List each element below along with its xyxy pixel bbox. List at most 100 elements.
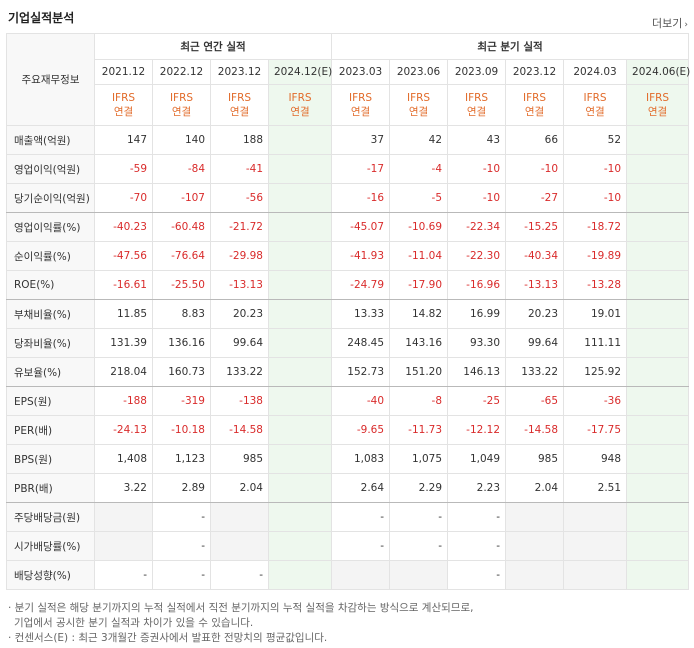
value-cell: -41.93 xyxy=(331,241,391,271)
value-cell: - xyxy=(152,560,211,590)
value-cell: 248.45 xyxy=(331,328,391,358)
value-cell xyxy=(267,502,333,532)
value-cell xyxy=(267,183,333,213)
basis-header: IFRS 연결 xyxy=(563,84,628,126)
value-cell: -27 xyxy=(505,183,565,213)
value-cell: -13.13 xyxy=(210,270,269,300)
basis-scope: 연결 xyxy=(113,106,134,118)
value-cell xyxy=(505,531,565,561)
basis-scope: 연결 xyxy=(350,106,371,118)
basis-header: IFRS 연결 xyxy=(210,84,269,126)
value-cell: -36 xyxy=(563,386,628,416)
value-cell: -40 xyxy=(331,386,391,416)
table-row: PBR(배) 3.22 2.89 2.04 2.64 2.29 2.23 2.04 2.51 xyxy=(6,473,690,503)
value-cell: 146.13 xyxy=(447,357,507,387)
value-cell: 20.23 xyxy=(505,299,565,329)
value-cell xyxy=(267,328,333,358)
value-cell: 152.73 xyxy=(331,357,391,387)
period-header: 2021.12 xyxy=(94,59,153,85)
value-cell: 131.39 xyxy=(94,328,153,358)
value-cell: - xyxy=(331,531,391,561)
row-label: 유보율(%) xyxy=(6,357,95,387)
more-link[interactable]: 더보기 › xyxy=(652,15,688,31)
table-row: 매출액(억원) 147 140 188 37 42 43 66 52 xyxy=(6,125,690,155)
value-cell xyxy=(626,560,690,590)
value-cell xyxy=(563,560,628,590)
basis-standard: IFRS xyxy=(406,92,431,104)
value-cell: -138 xyxy=(210,386,269,416)
row-label: ROE(%) xyxy=(6,270,95,300)
value-cell xyxy=(626,183,690,213)
table-row: BPS(원) 1,408 1,123 985 1,083 1,075 1,049 985 948 xyxy=(6,444,690,474)
table-row: EPS(원) -188 -319 -138 -40 -8 -25 -65 -36 xyxy=(6,386,690,416)
value-cell: 66 xyxy=(505,125,565,155)
value-cell: 2.64 xyxy=(331,473,391,503)
value-cell xyxy=(267,241,333,271)
annual-group-header: 최근 연간 실적 xyxy=(93,33,333,60)
value-cell: -11.73 xyxy=(389,415,449,445)
value-cell: -22.30 xyxy=(447,241,507,271)
value-cell: 93.30 xyxy=(447,328,507,358)
value-cell: 1,049 xyxy=(447,444,507,474)
basis-scope: 연결 xyxy=(647,106,668,118)
table-row: PER(배) -24.13 -10.18 -14.58 -9.65 -11.73 -12.1… xyxy=(6,415,690,445)
value-cell: -18.72 xyxy=(563,212,628,242)
value-cell: - xyxy=(389,502,449,532)
value-cell: 2.89 xyxy=(152,473,211,503)
value-cell: -12.12 xyxy=(447,415,507,445)
period-header: 2023.12 xyxy=(505,59,565,85)
table-row: 유보율(%) 218.04 160.73 133.22 152.73 151.20 146.… xyxy=(6,357,690,387)
value-cell: 2.29 xyxy=(389,473,449,503)
basis-header: IFRS 연결 xyxy=(152,84,211,126)
table-row: 주당배당금(원) - - - - xyxy=(6,502,690,532)
value-cell: 160.73 xyxy=(152,357,211,387)
value-cell: -10.69 xyxy=(389,212,449,242)
value-cell xyxy=(626,473,690,503)
value-cell xyxy=(210,531,269,561)
value-cell xyxy=(626,502,690,532)
value-cell: - xyxy=(447,560,507,590)
period-header: 2023.06 xyxy=(389,59,449,85)
value-cell: -45.07 xyxy=(331,212,391,242)
value-cell: -17.90 xyxy=(389,270,449,300)
table-row: ROE(%) -16.61 -25.50 -13.13 -24.79 -17.90 -16.… xyxy=(6,270,690,300)
row-label: PER(배) xyxy=(6,415,95,445)
value-cell: -13.13 xyxy=(505,270,565,300)
value-cell: -29.98 xyxy=(210,241,269,271)
basis-header: IFRS 연결 xyxy=(447,84,507,126)
footnotes: · 분기 실적은 해당 분기까지의 누적 실적에서 직전 분기까지의 누적 실적… xyxy=(8,601,473,646)
basis-standard: IFRS xyxy=(583,92,607,104)
value-cell xyxy=(267,444,333,474)
value-cell xyxy=(267,357,333,387)
basis-header: IFRS 연결 xyxy=(94,84,153,126)
value-cell xyxy=(626,299,690,329)
financial-table: 주요재무정보 최근 연간 실적 최근 분기 실적 2021.12 2022.12 2… xyxy=(6,33,690,590)
value-cell: 14.82 xyxy=(389,299,449,329)
basis-standard: IFRS xyxy=(522,92,547,104)
value-cell: -188 xyxy=(94,386,153,416)
value-cell: 99.64 xyxy=(505,328,565,358)
value-cell: -16.61 xyxy=(94,270,153,300)
row-label: BPS(원) xyxy=(6,444,95,474)
table-row: 당기순이익(억원) -70 -107 -56 -16 -5 -10 -27 -10 xyxy=(6,183,690,213)
value-cell xyxy=(626,241,690,271)
value-cell: -14.58 xyxy=(210,415,269,445)
table-row: 영업이익(억원) -59 -84 -41 -17 -4 -10 -10 -10 xyxy=(6,154,690,184)
value-cell: -17.75 xyxy=(563,415,628,445)
note-2: 기업에서 공시한 분기 실적과 차이가 있을 수 있습니다. xyxy=(14,617,254,629)
value-cell: - xyxy=(447,502,507,532)
value-cell: -5 xyxy=(389,183,449,213)
value-cell: 16.99 xyxy=(447,299,507,329)
basis-scope: 연결 xyxy=(408,106,429,118)
row-label: PBR(배) xyxy=(6,473,95,503)
value-cell xyxy=(267,415,333,445)
value-cell: -24.79 xyxy=(331,270,391,300)
basis-header: IFRS 연결 xyxy=(389,84,449,126)
row-label: 부채비율(%) xyxy=(6,299,95,329)
value-cell: -70 xyxy=(94,183,153,213)
value-cell xyxy=(626,125,690,155)
value-cell: 1,123 xyxy=(152,444,211,474)
value-cell: 19.01 xyxy=(563,299,628,329)
value-cell: 2.04 xyxy=(505,473,565,503)
